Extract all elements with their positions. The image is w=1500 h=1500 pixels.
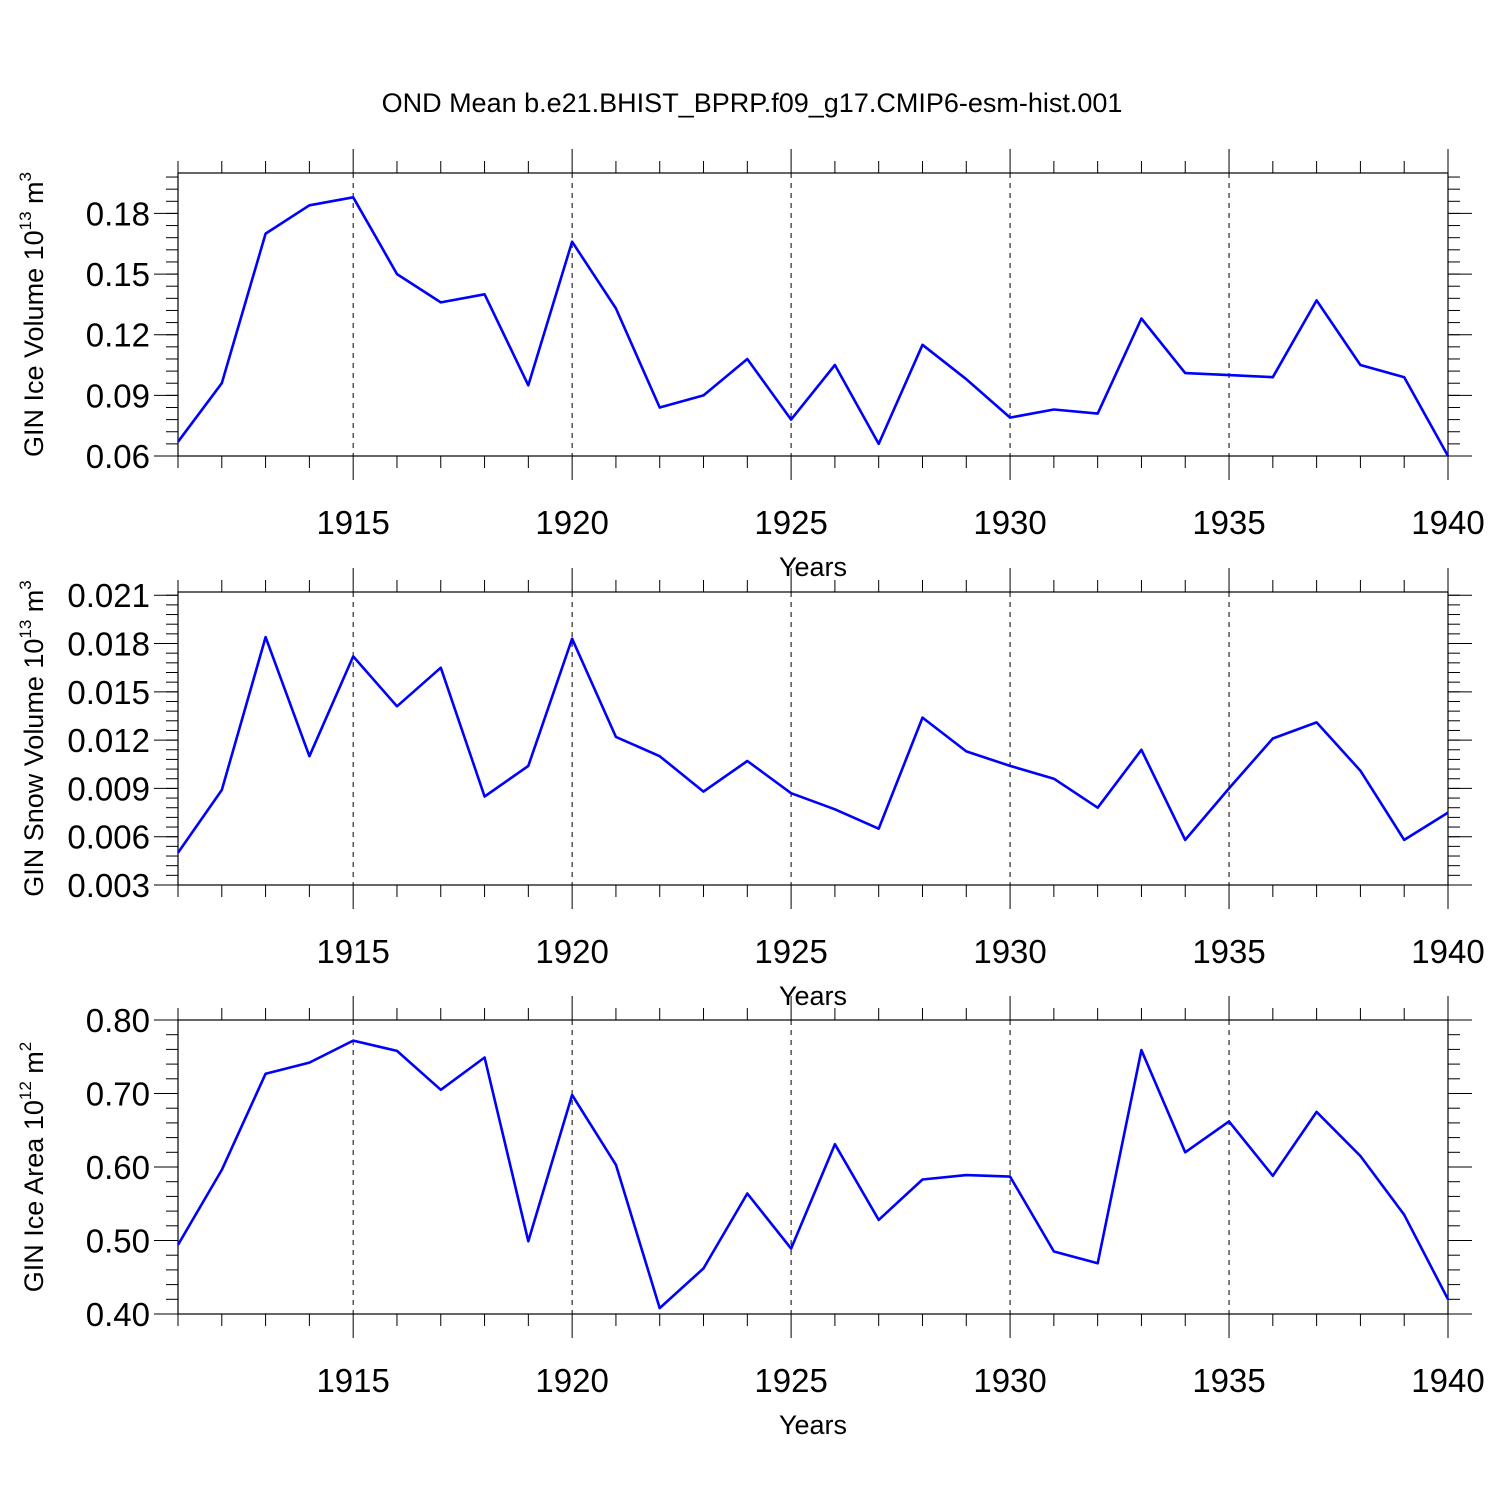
x-tick-label: 1930 [973,504,1046,541]
y-axis-title-part: m [19,1051,49,1081]
y-axis-title-part: m [19,590,49,620]
x-tick-label: 1920 [535,1362,608,1399]
y-axis-title: GIN Ice Area 1012 m2 [16,1042,49,1293]
x-tick-label: 1940 [1411,504,1484,541]
series-line [176,196,1450,457]
x-tick-label: 1915 [316,504,389,541]
y-axis-title-part: GIN Ice Volume 10 [19,230,49,457]
y-axis-title-superscript: 13 [16,620,35,639]
x-tick-label: 1940 [1411,1362,1484,1399]
y-tick-label: 0.015 [67,674,150,711]
plot-frame [177,591,1449,886]
x-tick-label: 1935 [1192,933,1265,970]
panels: 0.06 0.09 0.12 0.15 0.18 1915 1920 1925 1930 1935… [16,149,1485,1440]
y-tick-label: 0.18 [86,195,150,232]
y-tick-label: 0.50 [86,1223,150,1260]
y-tick-label: 0.003 [67,867,150,904]
x-tick-label: 1920 [535,933,608,970]
y-axis-title-part: m [19,181,49,211]
y-axis-title-superscript: 3 [16,580,35,589]
plot-frame [177,172,1449,457]
y-tick-label: 0.15 [86,256,150,293]
y-tick-label: 0.018 [67,626,150,663]
chart-title: OND Mean b.e21.BHIST_BPRP.f09_g17.CMIP6-… [382,88,1123,118]
y-axis-title-part: GIN Ice Area 10 [19,1100,49,1292]
y-axis-title-superscript: 3 [16,172,35,181]
y-tick-label: 0.009 [67,770,150,807]
x-tick-label: 1940 [1411,933,1484,970]
x-tick-label: 1935 [1192,1362,1265,1399]
x-tick-label: 1915 [316,1362,389,1399]
y-axis-title-superscript: 2 [16,1042,35,1051]
y-axis-title: GIN Ice Volume 1013 m3 [16,172,49,457]
x-tick-label: 1920 [535,504,608,541]
x-tick-label: 1925 [754,1362,827,1399]
x-tick-label: 1930 [973,1362,1046,1399]
panel-2: 0.003 0.006 0.009 0.012 0.015 0.018 0.021 1915 1… [16,568,1485,1011]
x-tick-label: 1925 [754,504,827,541]
y-tick-label: 0.80 [86,1002,150,1039]
y-axis-title-part: GIN Snow Volume 10 [19,639,49,897]
plot-frame [177,1019,1449,1315]
y-tick-label: 0.70 [86,1076,150,1113]
y-axis-title-superscript: 13 [16,211,35,230]
y-tick-label: 0.60 [86,1149,150,1186]
y-tick-label: 0.021 [67,577,150,614]
x-axis-title: Years [779,981,847,1011]
series-line [176,1039,1450,1310]
x-axis-title: Years [779,552,847,582]
y-axis-title-superscript: 12 [16,1081,35,1100]
y-tick-label: 0.09 [86,377,150,414]
y-tick-label: 0.06 [86,438,150,475]
y-tick-label: 0.12 [86,317,150,354]
x-tick-label: 1915 [316,933,389,970]
panel-3: 0.40 0.50 0.60 0.70 0.80 1915 1920 1925 1930 1935… [16,996,1485,1440]
series-line [176,635,1449,854]
x-tick-label: 1930 [973,933,1046,970]
y-tick-label: 0.40 [86,1296,150,1333]
x-axis-title: Years [779,1410,847,1440]
y-axis-title: GIN Snow Volume 1013 m3 [16,580,49,897]
panel-1: 0.06 0.09 0.12 0.15 0.18 1915 1920 1925 1930 1935… [16,149,1485,582]
y-tick-label: 0.012 [67,722,150,759]
y-tick-label: 0.006 [67,819,150,856]
x-tick-label: 1935 [1192,504,1265,541]
x-tick-label: 1925 [754,933,827,970]
